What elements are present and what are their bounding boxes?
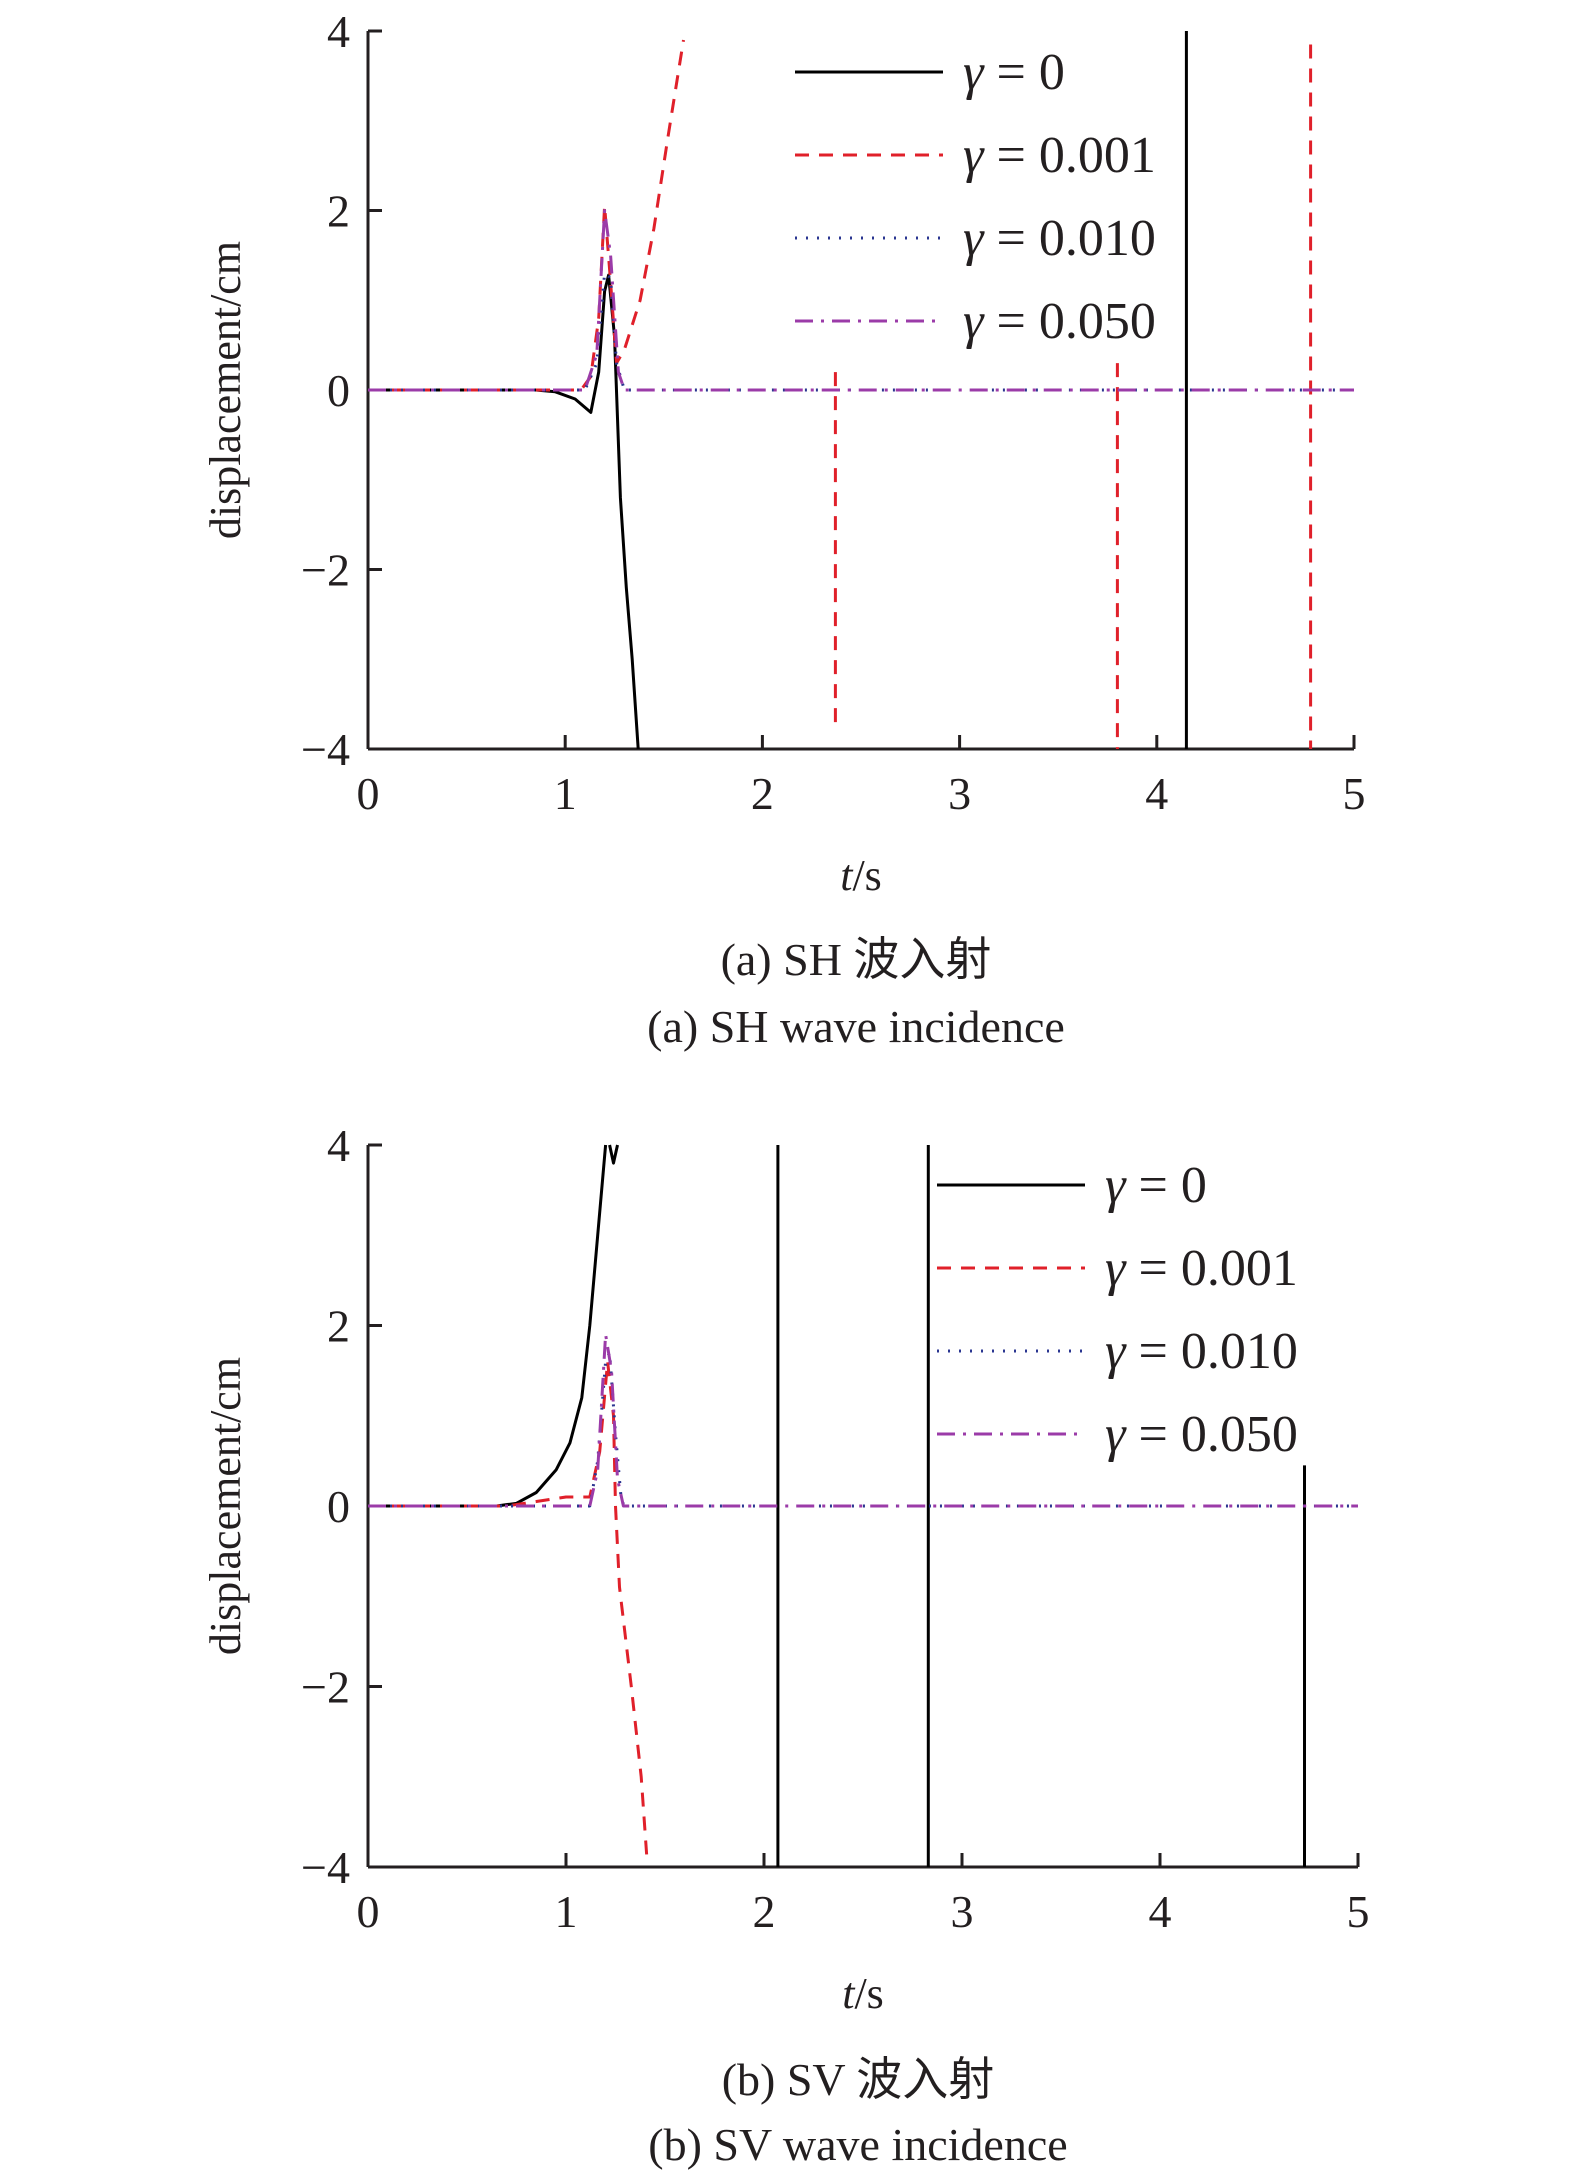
chart-sv-wave: 0 1 2 3 4 5 4 2 0 −2 −4 displacement/cm t/s (b) SV 波入… [201,1120,1370,2170]
legend-label: γ = 0.010 [963,210,1156,267]
x-tick-label: 3 [951,1886,974,1937]
legend-label: γ = 0.050 [963,293,1156,350]
legend-symbol: γ [963,293,985,350]
x-axis-label-var: t [842,1969,856,2018]
legend-symbol: γ [1105,1240,1127,1297]
legend-symbol: γ [1105,1323,1127,1380]
legend-value: = 0.010 [984,210,1156,267]
y-tick-label: −4 [301,1842,350,1893]
series-line [368,1144,608,1508]
caption-chinese: (a) SH 波入射 [721,934,992,985]
legend-symbol: γ [963,44,985,101]
series-0050 [368,209,1354,392]
x-tick-label: 1 [555,1886,578,1937]
legend-value: = 0 [1126,1157,1207,1214]
legend-symbol: γ [963,127,985,184]
y-tick-label: −4 [301,724,350,775]
legend-label: γ = 0.001 [1105,1240,1298,1297]
y-tick-label: 2 [327,186,350,237]
legend-value: = 0 [984,44,1065,101]
y-tick-label: 4 [327,1120,350,1171]
x-axis-label: t/s [842,1969,884,2018]
series-line [368,1333,1358,1508]
legend-symbol: γ [1105,1406,1127,1463]
x-tick-label: 3 [948,768,971,819]
series-0010 [368,271,1354,392]
x-tick-label: 0 [357,768,380,819]
series-line [368,1360,649,1863]
x-tick-label: 5 [1347,1886,1370,1937]
series-0 [368,31,1188,750]
x-tick-label: 0 [357,1886,380,1937]
series-line [368,271,1354,392]
x-axis-label: t/s [840,851,882,900]
legend-value: = 0.001 [984,127,1156,184]
legend-label: γ = 0.010 [1105,1323,1298,1380]
x-tick-label: 2 [751,768,774,819]
series-line [608,1144,619,1165]
legend-symbol: γ [1105,1157,1127,1214]
series-line [368,209,1354,392]
x-tick-label: 4 [1149,1886,1172,1937]
x-axis-label-unit: /s [854,1969,883,2018]
y-tick-label: 2 [327,1301,350,1352]
y-axis-label: displacement/cm [201,1357,250,1655]
y-tick-label: −2 [301,545,350,596]
caption-english: (b) SV wave incidence [648,2119,1067,2170]
legend-value: = 0.010 [1126,1323,1298,1380]
legend-value: = 0.050 [984,293,1156,350]
caption-english: (a) SH wave incidence [647,1001,1065,1052]
legend-label: γ = 0.001 [963,127,1156,184]
y-tick-label: 0 [327,1481,350,1532]
series-0001 [368,39,1313,749]
series-0001 [368,1360,649,1863]
legend-symbol: γ [963,210,985,267]
caption-chinese: (b) SV 波入射 [722,2054,995,2105]
legend-label: γ = 0 [963,44,1065,101]
y-tick-label: −2 [301,1662,350,1713]
legend-value: = 0.001 [1126,1240,1298,1297]
chart-sh-wave: 0 1 2 3 4 5 4 2 0 −2 −4 displacement/cm t/s (a) SH 波入… [201,6,1366,1052]
x-axis-label-var: t [840,851,854,900]
legend-label: γ = 0.050 [1105,1406,1298,1463]
x-tick-label: 2 [753,1886,776,1937]
series-line [368,273,640,750]
legend-value: = 0.050 [1126,1406,1298,1463]
x-axis-label-unit: /s [852,851,881,900]
y-tick-label: 4 [327,6,350,57]
series-line [368,39,685,392]
x-tick-label: 1 [554,768,577,819]
legend-label: γ = 0 [1105,1157,1207,1214]
y-axis-label: displacement/cm [201,241,250,539]
y-tick-label: 0 [327,365,350,416]
x-tick-label: 4 [1145,768,1168,819]
x-tick-label: 5 [1343,768,1366,819]
series-0050 [368,1333,1358,1508]
series-0 [368,1144,1306,1867]
